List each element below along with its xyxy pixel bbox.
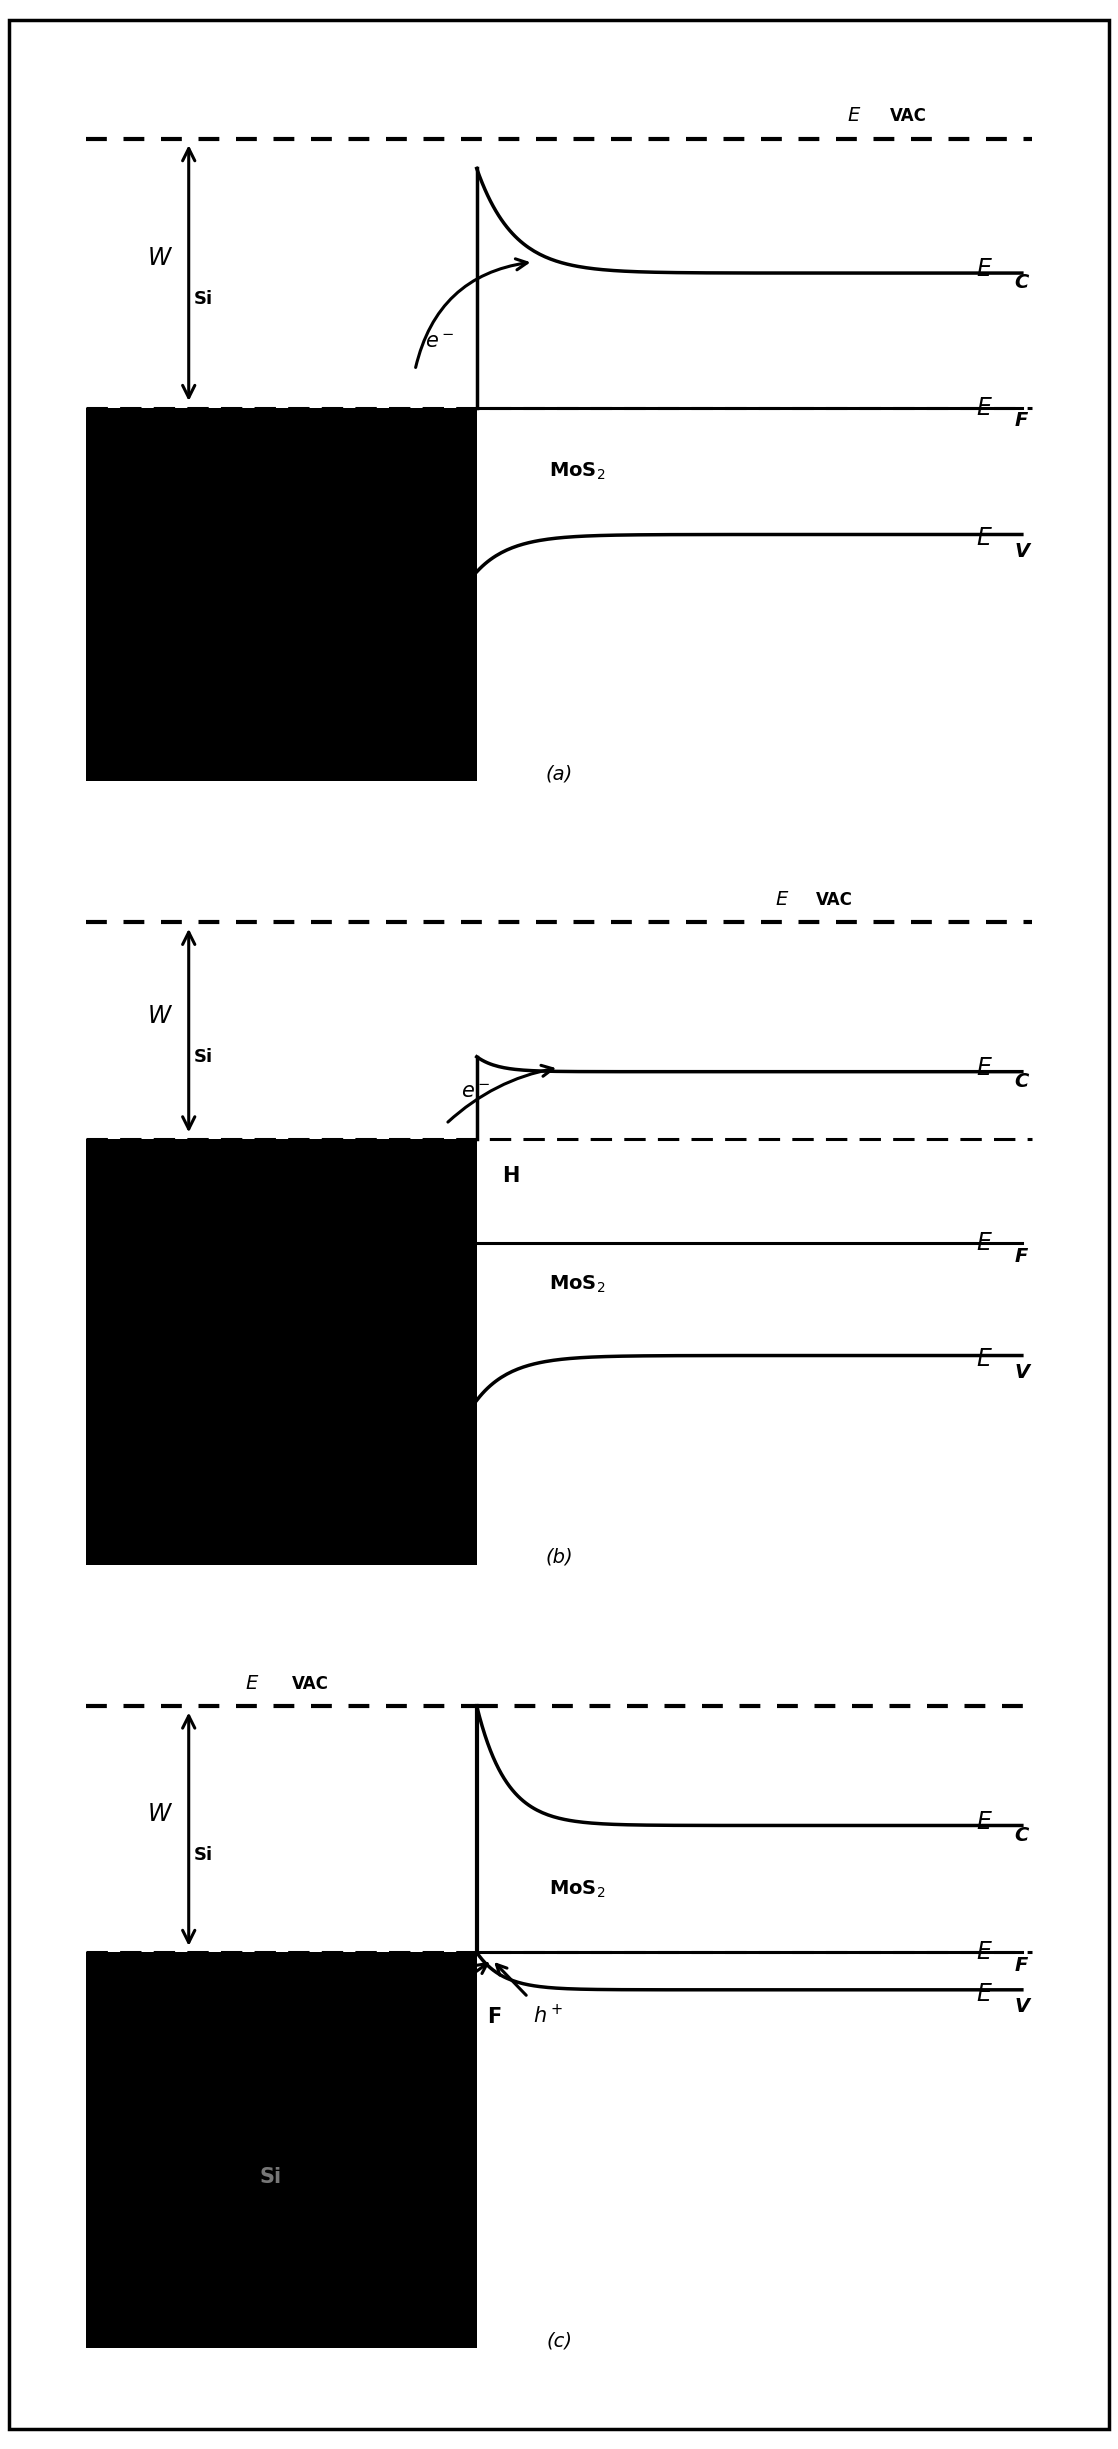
Text: $\mathit{E}$: $\mathit{E}$ (976, 397, 993, 419)
Text: $\mathit{E}$: $\mathit{E}$ (775, 889, 789, 909)
Text: V: V (1015, 541, 1030, 561)
Bar (86, 1139, 476, 1565)
Text: (a): (a) (546, 764, 572, 784)
Text: Si: Si (260, 2167, 282, 2187)
Text: C: C (1015, 1073, 1029, 1090)
Text: $\mathit{e}^-$: $\mathit{e}^-$ (462, 1082, 491, 1102)
Text: F: F (1015, 411, 1029, 431)
Text: $\mathit{h}^+$: $\mathit{h}^+$ (533, 2003, 563, 2028)
Bar (86, 407, 476, 781)
Text: $\mathit{E}$: $\mathit{E}$ (976, 1232, 993, 1256)
Text: H: H (502, 1166, 520, 1185)
Text: $\mathit{E}$: $\mathit{E}$ (847, 105, 861, 125)
Text: (b): (b) (546, 1548, 572, 1567)
Text: $\mathit{W}$: $\mathit{W}$ (148, 247, 173, 269)
Text: F: F (1015, 1957, 1029, 1976)
Text: C: C (1015, 1825, 1029, 1844)
Text: Si: Si (193, 291, 214, 309)
Text: MoS$_2$: MoS$_2$ (549, 1878, 605, 1900)
Text: $\mathit{E}$: $\mathit{E}$ (976, 257, 993, 282)
Text: $\mathit{E}$: $\mathit{E}$ (245, 1673, 259, 1692)
Text: $\mathit{W}$: $\mathit{W}$ (148, 1004, 173, 1029)
Text: F: F (1015, 1247, 1029, 1266)
Text: V: V (1015, 1998, 1030, 2016)
Text: $\mathit{E}$: $\mathit{E}$ (976, 527, 993, 551)
Text: Si: Si (193, 1847, 214, 1864)
Text: VAC: VAC (816, 891, 853, 909)
Bar (86, 1952, 476, 2349)
Text: Si: Si (193, 1048, 214, 1065)
Text: F: F (487, 2008, 501, 2028)
Text: $\mathit{E}$: $\mathit{E}$ (976, 1056, 993, 1080)
Text: (c): (c) (546, 2331, 572, 2351)
Text: $\mathit{E}$: $\mathit{E}$ (976, 1347, 993, 1371)
Text: $\mathit{e}^-$: $\mathit{e}^-$ (425, 331, 455, 353)
Text: $\mathit{W}$: $\mathit{W}$ (148, 1802, 173, 1827)
Text: V: V (1015, 1364, 1030, 1381)
Text: MoS$_2$: MoS$_2$ (549, 460, 605, 482)
Text: VAC: VAC (890, 108, 927, 125)
Text: MoS$_2$: MoS$_2$ (549, 1273, 605, 1296)
Text: VAC: VAC (292, 1675, 329, 1692)
Text: $\mathit{E}$: $\mathit{E}$ (976, 1981, 993, 2006)
Text: C: C (1015, 274, 1029, 291)
Text: $\mathit{E}$: $\mathit{E}$ (976, 1940, 993, 1964)
Text: $\mathit{E}$: $\mathit{E}$ (976, 1810, 993, 1834)
